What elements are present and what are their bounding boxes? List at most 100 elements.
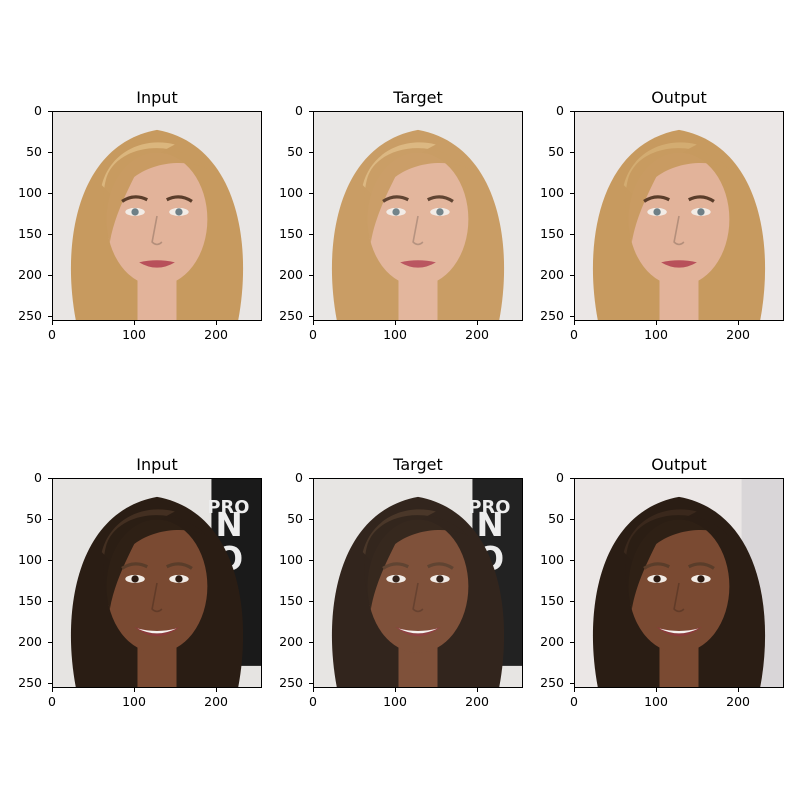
y-tick-mark [309, 642, 313, 644]
panel-title: Target [393, 455, 443, 474]
face-image [575, 112, 783, 320]
y-tick-mark [309, 234, 313, 236]
y-tick-mark [48, 111, 52, 112]
y-tick-mark [570, 519, 574, 521]
y-tick-label: 200 [540, 267, 564, 283]
svg-text:PRO: PRO [207, 497, 249, 518]
y-tick-mark [570, 193, 574, 195]
image-panel: PRONO [52, 478, 262, 688]
x-tick-mark [395, 688, 397, 692]
y-tick-label: 0 [295, 103, 303, 118]
y-tick-label: 250 [279, 675, 303, 691]
y-tick-label: 150 [279, 593, 303, 609]
y-tick-label: 50 [548, 144, 564, 160]
x-tick-label: 0 [309, 694, 317, 709]
y-tick-mark [570, 152, 574, 154]
x-tick-mark [216, 321, 218, 325]
y-tick-mark [570, 560, 574, 562]
y-tick-mark [309, 275, 313, 277]
y-tick-label: 50 [26, 144, 42, 160]
svg-text:PRO: PRO [468, 497, 510, 518]
y-tick-label: 250 [18, 308, 42, 324]
x-tick-label: 100 [383, 327, 407, 342]
panel-title: Input [136, 88, 178, 107]
x-tick-label: 0 [48, 327, 56, 342]
y-tick-mark [48, 642, 52, 644]
y-tick-label: 250 [279, 308, 303, 324]
x-tick-mark [477, 321, 479, 325]
panel-title: Output [651, 88, 707, 107]
panel-image: PRONO [313, 478, 523, 688]
y-tick-label: 50 [287, 511, 303, 527]
x-tick-label: 0 [48, 694, 56, 709]
y-tick-mark [309, 519, 313, 521]
y-tick-label: 200 [18, 634, 42, 650]
y-tick-mark [570, 683, 574, 685]
y-tick-mark [48, 601, 52, 603]
x-tick-label: 0 [570, 694, 578, 709]
x-tick-mark [134, 688, 136, 692]
x-tick-label: 100 [122, 694, 146, 709]
x-tick-label: 100 [644, 327, 668, 342]
y-tick-label: 100 [540, 185, 564, 201]
y-tick-label: 100 [279, 552, 303, 568]
y-tick-label: 150 [540, 226, 564, 242]
y-tick-mark [48, 275, 52, 277]
y-tick-label: 250 [540, 308, 564, 324]
y-tick-mark [48, 152, 52, 154]
y-tick-mark [48, 683, 52, 685]
svg-text:N: N [477, 506, 504, 544]
y-tick-mark [48, 316, 52, 318]
x-tick-label: 200 [465, 327, 489, 342]
x-tick-mark [738, 688, 740, 692]
y-tick-label: 250 [18, 675, 42, 691]
x-tick-mark [656, 688, 658, 692]
panel-title: Output [651, 455, 707, 474]
x-tick-mark [313, 688, 314, 692]
y-tick-mark [48, 519, 52, 521]
y-tick-label: 150 [279, 226, 303, 242]
image-panel [52, 111, 262, 321]
image-panel [574, 478, 784, 688]
y-tick-label: 0 [556, 470, 564, 485]
panel-image: PRONO [52, 478, 262, 688]
y-tick-label: 100 [18, 185, 42, 201]
y-tick-label: 150 [18, 226, 42, 242]
x-tick-mark [395, 321, 397, 325]
x-tick-mark [134, 321, 136, 325]
y-tick-mark [570, 275, 574, 277]
y-tick-label: 0 [34, 103, 42, 118]
x-tick-label: 200 [465, 694, 489, 709]
face-image [575, 479, 783, 687]
x-tick-mark [656, 321, 658, 325]
x-tick-mark [216, 688, 218, 692]
y-tick-label: 150 [18, 593, 42, 609]
x-tick-label: 200 [204, 327, 228, 342]
y-tick-label: 200 [279, 634, 303, 650]
y-tick-mark [570, 642, 574, 644]
x-tick-mark [574, 688, 575, 692]
panel-title: Input [136, 455, 178, 474]
panel-title: Target [393, 88, 443, 107]
x-tick-label: 200 [726, 327, 750, 342]
x-tick-mark [313, 321, 314, 325]
y-tick-label: 0 [34, 470, 42, 485]
x-tick-mark [574, 321, 575, 325]
panel-image [574, 111, 784, 321]
y-tick-mark [309, 478, 313, 479]
y-tick-mark [570, 111, 574, 112]
y-tick-mark [48, 560, 52, 562]
y-tick-label: 50 [287, 144, 303, 160]
x-tick-label: 200 [204, 694, 228, 709]
x-tick-label: 100 [383, 694, 407, 709]
y-tick-mark [570, 601, 574, 603]
y-tick-label: 50 [548, 511, 564, 527]
x-tick-mark [52, 321, 53, 325]
svg-text:N: N [216, 506, 243, 544]
y-tick-label: 100 [18, 552, 42, 568]
face-image: PRONO [53, 479, 261, 687]
x-tick-mark [738, 321, 740, 325]
y-tick-mark [309, 316, 313, 318]
face-image [314, 112, 522, 320]
y-tick-mark [309, 560, 313, 562]
